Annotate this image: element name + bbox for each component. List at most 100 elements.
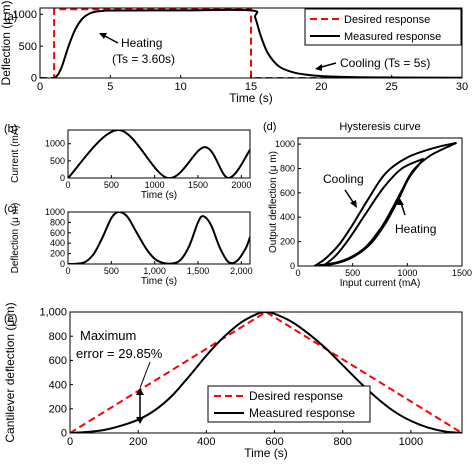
- panel-label: (d): [263, 121, 276, 133]
- y-tick-label: 1000: [275, 139, 295, 149]
- y-tick-label: 1000: [45, 207, 65, 217]
- y-tick-label: 1,000: [39, 307, 67, 319]
- legend-label: Desired response: [249, 389, 343, 403]
- x-tick-label: 5: [107, 81, 113, 93]
- y-axis-label: Output deflection (μ m): [268, 151, 279, 253]
- x-tick-label: 500: [104, 266, 119, 276]
- y-tick-label: 800: [49, 331, 67, 343]
- legend-box: [304, 8, 462, 46]
- x-tick-label: 1500: [188, 180, 208, 190]
- x-tick-label: 2,000: [230, 266, 253, 276]
- x-tick-label: 1500: [452, 268, 472, 278]
- y-tick-label: 600: [280, 188, 295, 198]
- annotation-error: error = 29.85%: [76, 346, 163, 361]
- panel-a: (a) 0 5 10 15 20 25 30 0 500 1000 Time (s) Deflectio…: [0, 1, 468, 105]
- series-group: [313, 141, 457, 266]
- x-tick-label: 1,500: [187, 266, 210, 276]
- panel-label: (e): [4, 313, 17, 325]
- x-tick-label: 30: [456, 81, 468, 93]
- x-tick-label: 0: [67, 436, 73, 448]
- x-tick-label: 500: [104, 180, 119, 190]
- legend-label: Desired response: [344, 14, 430, 26]
- series-line-4: [322, 157, 425, 266]
- x-tick-label: 200: [129, 436, 147, 448]
- x-tick-label: 2000: [231, 180, 251, 190]
- x-tick-label: 600: [265, 436, 283, 448]
- x-tick-label: 1,000: [143, 266, 166, 276]
- x-tick-label: 20: [315, 81, 327, 93]
- series-line-2: [313, 141, 457, 266]
- legend-label: Measured response: [344, 31, 441, 43]
- x-tick-label: 0: [37, 81, 43, 93]
- panel-d: (d) Hysteresis curve 0 500 1000 1500 0 200 400 60…: [263, 121, 472, 289]
- series-line-2: [40, 8, 462, 78]
- x-tick-label: 0: [65, 266, 70, 276]
- annotation-heating-ts: (Ts = 3.60s): [112, 52, 175, 66]
- y-tick-label: 800: [280, 163, 295, 173]
- y-tick-label: 200: [280, 237, 295, 247]
- x-axis-label: Time (s): [141, 190, 177, 201]
- x-tick-label: 1000: [397, 268, 417, 278]
- y-tick-label: 200: [49, 403, 67, 415]
- plot-frame: [67, 129, 251, 179]
- chart-title: Hysteresis curve: [339, 121, 420, 133]
- y-tick-label: 400: [49, 379, 67, 391]
- series-group: [40, 8, 462, 78]
- x-axis-label: Input current (mA): [340, 278, 421, 289]
- y-tick-label: 600: [50, 228, 65, 238]
- y-tick-label: 0: [61, 428, 67, 440]
- y-tick-label: 500: [50, 156, 65, 166]
- panel-label: (b): [4, 123, 17, 135]
- panel-label: (c): [4, 203, 17, 215]
- series-line-3: [322, 158, 425, 266]
- y-tick-label: 0: [31, 73, 37, 85]
- legend-box: [207, 385, 371, 423]
- x-tick-label: 400: [197, 436, 215, 448]
- panel-e: (e) 0 200 400 600 800 1000 0 200 400 600 800 1,000 Ti…: [3, 302, 463, 460]
- annotation-heating: Heating: [121, 36, 162, 50]
- annotation-cooling: Cooling (Ts = 5s): [340, 56, 430, 70]
- y-axis-label: Current (mA): [10, 125, 21, 183]
- y-tick-label: 1000: [45, 139, 65, 149]
- x-axis-label: Time (s): [229, 91, 273, 105]
- x-tick-label: 800: [334, 436, 352, 448]
- annotation-heating: Heating: [395, 222, 436, 236]
- x-tick-label: 1000: [399, 436, 423, 448]
- y-tick-label: 1000: [13, 9, 37, 21]
- y-axis-label: Deflection (μ m): [0, 1, 13, 86]
- series-group: [68, 130, 250, 178]
- x-axis-label: Time (s): [244, 446, 288, 460]
- y-axis-label: Deflection (μ m): [10, 203, 21, 274]
- y-tick-label: 0: [290, 261, 295, 271]
- plot-frame: [297, 137, 463, 267]
- plot-frame: [69, 311, 463, 434]
- error-leader: [139, 361, 151, 389]
- y-tick-label: 0: [60, 259, 65, 269]
- arrowhead-heating: [99, 33, 107, 39]
- y-tick-label: 400: [280, 212, 295, 222]
- panel-label: (a): [4, 11, 17, 23]
- x-tick-label: 0: [295, 268, 300, 278]
- arrowhead-cooling: [315, 64, 322, 71]
- y-tick-label: 800: [50, 217, 65, 227]
- x-tick-label: 15: [245, 81, 257, 93]
- legend-label: Measured response: [249, 406, 355, 420]
- error-arrowhead-top: [136, 388, 144, 395]
- y-tick-label: 0: [60, 173, 65, 183]
- arrowhead-cooling: [350, 200, 357, 208]
- annotation-cooling: Cooling: [323, 172, 364, 186]
- x-tick-label: 10: [175, 81, 187, 93]
- plot-frame: [67, 211, 251, 265]
- x-tick-label: 1000: [145, 180, 165, 190]
- series-group: [68, 212, 250, 264]
- series-line-1: [68, 212, 250, 264]
- arrowhead-heating: [397, 197, 404, 205]
- series-line-1: [40, 8, 462, 78]
- y-tick-label: 600: [49, 355, 67, 367]
- series-line-1: [68, 130, 250, 178]
- annotation-maximum: Maximum: [80, 328, 136, 343]
- x-tick-label: 0: [65, 180, 70, 190]
- y-axis-label: Cantilever deflection (μ m): [3, 302, 17, 442]
